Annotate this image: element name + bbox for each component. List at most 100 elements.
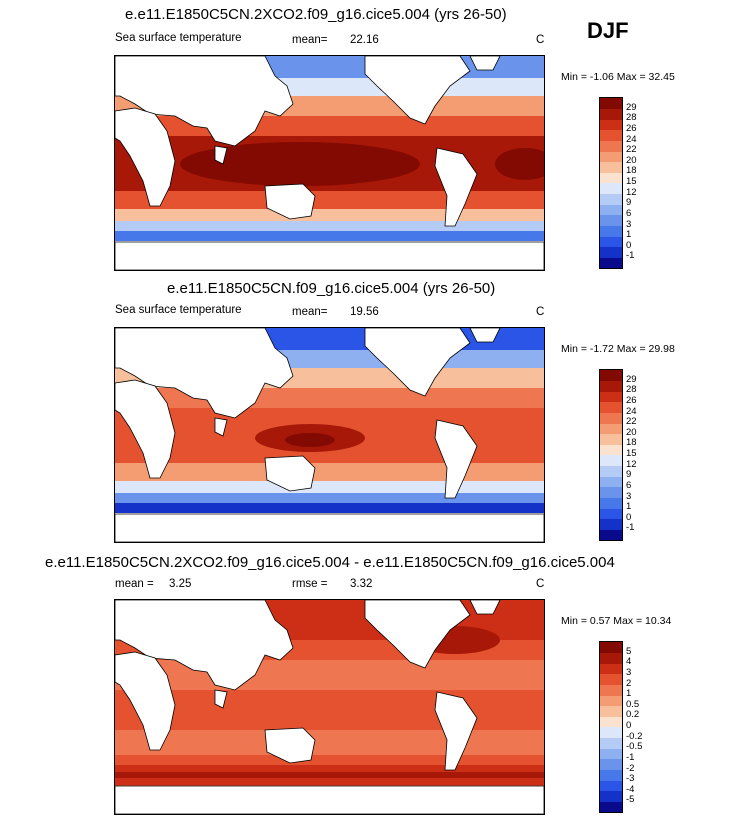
colorbar-tick-label: -3: [626, 773, 635, 785]
p2-india: [214, 417, 228, 437]
colorbar-tick-label: 0.5: [626, 698, 640, 710]
p3-band-southern-max: [115, 772, 544, 778]
colorbar-cell: [600, 497, 622, 509]
colorbar-cell: [600, 508, 622, 520]
colorbar-cell: [600, 423, 622, 435]
colorbar-cell: [600, 183, 622, 194]
colorbar-cell: [600, 737, 622, 749]
colorbar-tick-label: 26: [626, 394, 637, 406]
p2-warm-core: [285, 433, 335, 447]
p3-india: [214, 689, 228, 709]
p2-north-america: [364, 328, 471, 397]
panel2-units: C: [536, 306, 545, 318]
colorbar-tick-label: 28: [626, 384, 637, 396]
colorbar-cell: [600, 370, 622, 381]
colorbar-tick-label: -1: [626, 250, 635, 262]
p3-band-subtrop-s: [115, 730, 544, 755]
panel2-land: [115, 328, 544, 542]
colorbar-cell: [600, 790, 622, 802]
colorbar-tick-label: 24: [626, 133, 637, 145]
colorbar-tick-label: -2: [626, 762, 635, 774]
panel2-minmax: Min = -1.72 Max = 29.98: [561, 343, 675, 355]
panel1-mean-label: mean=: [292, 34, 328, 46]
colorbar-cell: [600, 204, 622, 216]
colorbar-tick-label: 24: [626, 405, 637, 417]
colorbar-cell: [600, 193, 622, 205]
panel2-map: [114, 327, 545, 543]
colorbar-tick-label: 5: [626, 645, 632, 657]
p2-band-subtrop-n: [115, 388, 544, 408]
panel1-land: [115, 56, 544, 270]
colorbar-cell: [600, 486, 622, 498]
colorbar-tick-label: 1: [626, 688, 632, 700]
colorbar-cell: [600, 225, 622, 237]
colorbar-cell: [600, 518, 622, 530]
colorbar-cell: [600, 108, 622, 120]
colorbar-cell: [600, 257, 622, 269]
panel3-rmse-value: 3.32: [350, 578, 373, 590]
panel1-title: e.e11.E1850C5CN.2XCO2.f09_g16.cice5.004 …: [125, 6, 507, 23]
p1-australia: [264, 183, 316, 220]
p1-greenland: [469, 56, 501, 71]
p1-band-midlat-s: [115, 209, 544, 221]
panel1-mean-value: 22.16: [350, 34, 379, 46]
p1-india: [214, 145, 228, 165]
colorbar-tick-label: -0.5: [626, 741, 643, 753]
colorbar-cell: [600, 727, 622, 738]
colorbar-cell: [600, 673, 622, 685]
colorbar-cell: [600, 695, 622, 707]
colorbar-tick-label: 0: [626, 511, 632, 523]
colorbar-cell: [600, 412, 622, 424]
colorbar-tick-label: 26: [626, 122, 637, 134]
colorbar-tick-label: 12: [626, 186, 637, 198]
p3-south-america: [434, 691, 478, 771]
colorbar-tick-label: 0: [626, 720, 632, 731]
panel1-map: [114, 55, 545, 271]
p2-antarctica: [115, 513, 544, 542]
colorbar-cell: [600, 129, 622, 141]
panel3-mean-label: mean =: [115, 578, 154, 590]
colorbar-cell: [600, 380, 622, 392]
colorbar-tick-label: 1: [626, 501, 632, 513]
panel2-variable-label: Sea surface temperature: [115, 304, 242, 316]
p1-africa: [115, 107, 176, 207]
p1-warm-pool: [180, 142, 420, 186]
colorbar-cell: [600, 151, 622, 163]
colorbar-tick-label: 1: [626, 229, 632, 241]
colorbar-cell: [600, 684, 622, 696]
colorbar-tick-label: 6: [626, 479, 632, 491]
colorbar-cell: [600, 758, 622, 770]
colorbar-cell: [600, 172, 622, 184]
colorbar-cell: [600, 465, 622, 477]
colorbar-tick-label: -5: [626, 794, 635, 806]
colorbar-cell: [600, 663, 622, 675]
p1-eurasia: [115, 56, 294, 147]
colorbar-cell: [600, 529, 622, 541]
p3-north-america: [364, 600, 471, 669]
panel3-rmse-label: rmse =: [292, 578, 328, 590]
colorbar-cell: [600, 444, 622, 456]
colorbar-cell: [600, 705, 622, 717]
colorbar-tick-label: 0: [626, 239, 632, 251]
panel2-mean-label: mean=: [292, 306, 328, 318]
p2-africa: [115, 379, 176, 479]
colorbar-cell: [600, 716, 622, 728]
colorbar-cell: [600, 401, 622, 413]
colorbar-tick-label: -1: [626, 522, 635, 534]
panel2-map-svg: [115, 328, 544, 542]
p2-band-subtrop-s: [115, 463, 544, 481]
colorbar-tick-label: 28: [626, 112, 637, 124]
colorbar-tick-label: 4: [626, 656, 632, 668]
p1-south-america: [434, 147, 478, 227]
p3-greenland: [469, 600, 501, 615]
p2-australia: [264, 455, 316, 492]
colorbar-cell: [600, 140, 622, 152]
colorbar-cell: [600, 236, 622, 248]
colorbar-tick-label: 29: [626, 373, 637, 385]
colorbar-cell: [600, 769, 622, 781]
panel3-minmax: Min = 0.57 Max = 10.34: [561, 615, 672, 627]
colorbar-tick-label: 3: [626, 218, 632, 230]
colorbar-cell: [600, 214, 622, 226]
p3-australia: [264, 727, 316, 764]
panel3-land: [115, 600, 544, 814]
